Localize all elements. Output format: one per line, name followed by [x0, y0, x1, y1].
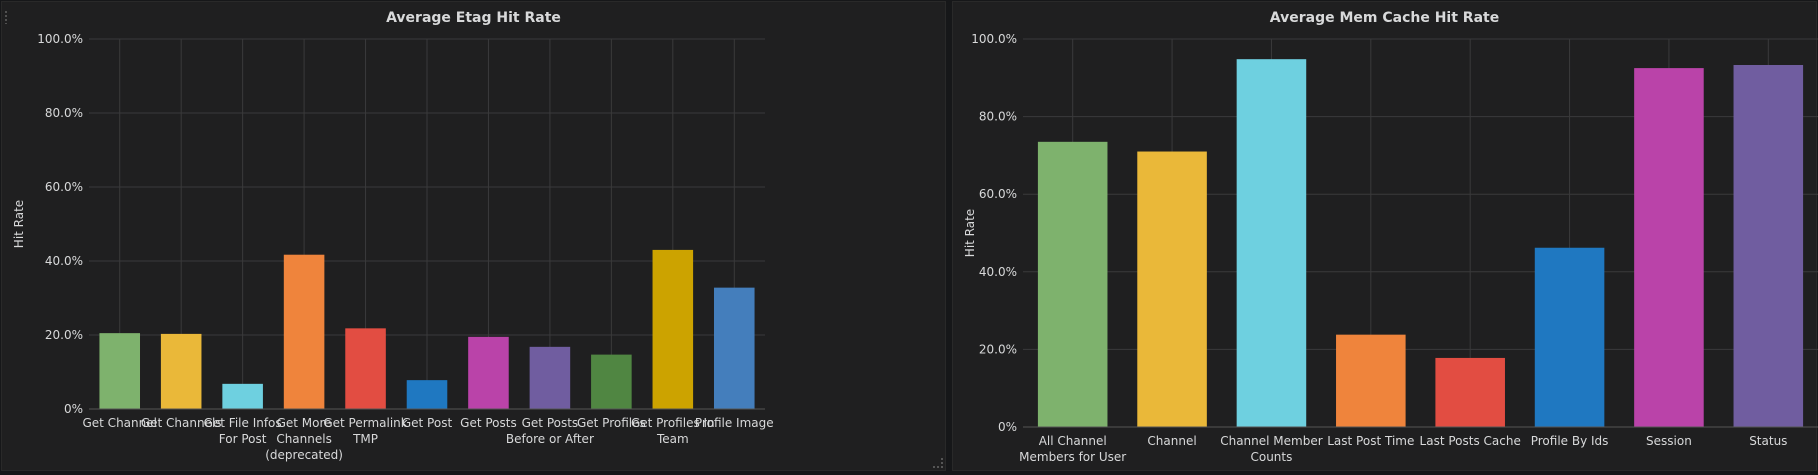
y-tick-label: 20.0% [45, 328, 83, 342]
bar [1733, 64, 1804, 427]
x-tick-label: All Channel Members for User [1019, 434, 1126, 464]
y-tick-label: 0% [64, 402, 83, 416]
x-tick-label: Last Post Time [1327, 434, 1414, 448]
x-tick-label: Get Channels [141, 416, 222, 430]
x-tick-label: Get Post [402, 416, 453, 430]
x-tick-label-line: Team [656, 432, 689, 446]
bar [529, 346, 571, 409]
bar [160, 333, 202, 409]
x-tick-label-line: Get Posts [460, 416, 517, 430]
x-tick-label-line: Get Channels [141, 416, 222, 430]
bar [713, 287, 755, 409]
x-tick-label-line: Before or After [506, 432, 594, 446]
x-tick-label-line: Channel [1147, 434, 1196, 448]
x-tick-label-line: Get File Infos [204, 416, 282, 430]
mem-cache-hit-rate-panel: Average Mem Cache Hit Rate 0% 20.0% 40.0% 6… [952, 1, 1818, 471]
y-tick-label: 80.0% [45, 106, 83, 120]
y-tick-label: 80.0% [979, 110, 1017, 124]
resize-handle-icon[interactable] [933, 458, 943, 468]
bar [222, 383, 263, 409]
panel-title[interactable]: Average Etag Hit Rate [386, 10, 561, 26]
x-tick-label: Channel Member Counts [1220, 434, 1323, 464]
y-tick-label: 60.0% [979, 187, 1017, 201]
drag-handle-icon[interactable] [4, 10, 8, 24]
bar [1534, 247, 1605, 427]
x-tick-label: Get Profiles In Team [631, 416, 715, 446]
bar [591, 354, 632, 409]
x-tick-label: Get Posts Before or After [506, 416, 594, 446]
panel-title[interactable]: Average Mem Cache Hit Rate [1269, 10, 1500, 26]
x-tick-label: Get Channel [82, 416, 156, 430]
x-tick-label: Profile Image [695, 416, 774, 430]
x-tick-label: Status [1749, 434, 1787, 448]
x-tick-label-line: TMP [352, 432, 378, 446]
bar [345, 328, 386, 409]
y-tick-label: 20.0% [979, 342, 1017, 356]
x-tick-label: Get Permalink TMP [323, 416, 407, 446]
x-tick-label-line: Members for User [1019, 450, 1126, 464]
bar [283, 254, 325, 409]
mem-cache-hit-rate-chart: 0% 20.0% 40.0% 60.0% 80.0% 100.0% All Channel M… [963, 32, 1818, 464]
x-tick-label-line: (deprecated) [265, 448, 343, 462]
x-tick-label: Get Profiles [577, 416, 646, 430]
etag-hit-rate-panel: Average Etag Hit Rate 0% 20.0% 40.0% 60.0% 8… [1, 1, 946, 471]
x-tick-label-line: All Channel [1039, 434, 1107, 448]
bar [1137, 151, 1207, 427]
x-tick-label: Get File Infos For Post [204, 416, 282, 446]
y-axis-label: Hit Rate [963, 209, 977, 257]
bar [1236, 59, 1307, 428]
x-tick-label-line: Get Profiles [577, 416, 646, 430]
x-tick-label: Profile By Ids [1531, 434, 1609, 448]
y-tick-label: 100.0% [37, 32, 83, 46]
bar [1634, 68, 1704, 427]
bar [99, 333, 141, 409]
bar [1037, 141, 1108, 427]
x-tick-label-line: Last Posts Cache [1420, 434, 1521, 448]
bar [652, 249, 694, 409]
x-tick-label-line: Status [1749, 434, 1787, 448]
y-tick-label: 100.0% [971, 32, 1017, 46]
bar [1336, 334, 1406, 427]
x-tick-label: Get Posts [460, 416, 517, 430]
x-tick-label: Get More Channels (deprecated) [265, 416, 343, 462]
x-tick-label-line: Profile Image [695, 416, 774, 430]
x-tick-label-line: Get Permalink [323, 416, 407, 430]
x-tick-label-line: For Post [219, 432, 267, 446]
x-tick-label-line: Channel Member [1220, 434, 1323, 448]
x-tick-label-line: Session [1646, 434, 1692, 448]
x-tick-label-line: Get Post [402, 416, 453, 430]
y-tick-label: 40.0% [45, 254, 83, 268]
y-tick-label: 60.0% [45, 180, 83, 194]
x-tick-label-line: Get Channel [82, 416, 156, 430]
x-tick-label-line: Profile By Ids [1531, 434, 1609, 448]
x-tick-label: Channel [1147, 434, 1196, 448]
x-tick-label-line: Last Post Time [1327, 434, 1414, 448]
x-tick-label-line: Channels [276, 432, 332, 446]
x-tick-label: Session [1646, 434, 1692, 448]
x-tick-label-line: Get Posts [522, 416, 579, 430]
y-axis-label: Hit Rate [12, 200, 26, 248]
x-tick-label-line: Get More [277, 416, 332, 430]
x-tick-label-line: Counts [1250, 450, 1292, 464]
x-tick-label: Last Posts Cache [1420, 434, 1521, 448]
y-tick-label: 0% [998, 420, 1017, 434]
x-tick-label-line: Get Profiles In [631, 416, 715, 430]
bar [1435, 357, 1505, 427]
bar [468, 336, 509, 409]
y-tick-label: 40.0% [979, 265, 1017, 279]
etag-hit-rate-chart: 0%20.0%40.0%60.0%80.0%100.0%Get ChannelG… [12, 32, 774, 462]
bar [406, 380, 448, 409]
